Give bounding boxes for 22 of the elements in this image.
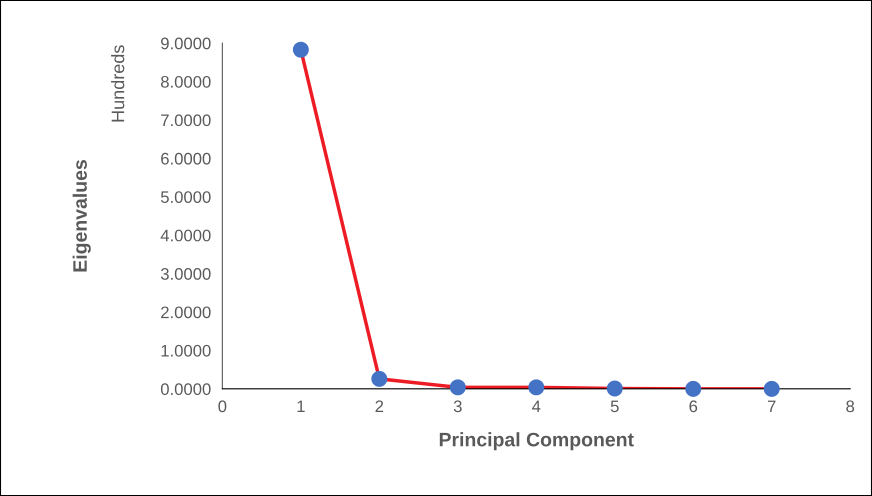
- text: Hundreds: [111, 45, 124, 122]
- y-tick-label: 5.0000: [160, 191, 211, 204]
- y-tick-label: 1.0000: [162, 344, 211, 357]
- x-tick-label: 1: [297, 400, 305, 412]
- x-tick-label: 3: [454, 400, 462, 412]
- x-tick-label: 6: [689, 400, 698, 412]
- x-tick-label: 8: [846, 400, 854, 412]
- x-tick-label: 0: [218, 400, 226, 412]
- y-tick-label: 4.0000: [160, 230, 211, 242]
- x-tick-label: 2: [376, 400, 384, 412]
- y-axis-title: Eigenvalues: [72, 160, 91, 272]
- y-tick-label: 0.0000: [160, 383, 211, 396]
- x-tick-label: 5: [610, 400, 619, 412]
- y-tick-label: 3.0000: [160, 268, 211, 280]
- y-tick-label: 8.0000: [161, 76, 211, 88]
- x-tick-label: 4: [532, 400, 540, 412]
- y-tick-label: 7.0000: [161, 114, 211, 126]
- y-tick-label: 9.0000: [161, 38, 211, 50]
- y-tick-label: 2.0000: [161, 306, 211, 318]
- x-tick-label: 7: [768, 400, 776, 412]
- x-axis-title: Principal Component: [440, 432, 634, 450]
- y-tick-label: 6.0000: [161, 152, 211, 165]
